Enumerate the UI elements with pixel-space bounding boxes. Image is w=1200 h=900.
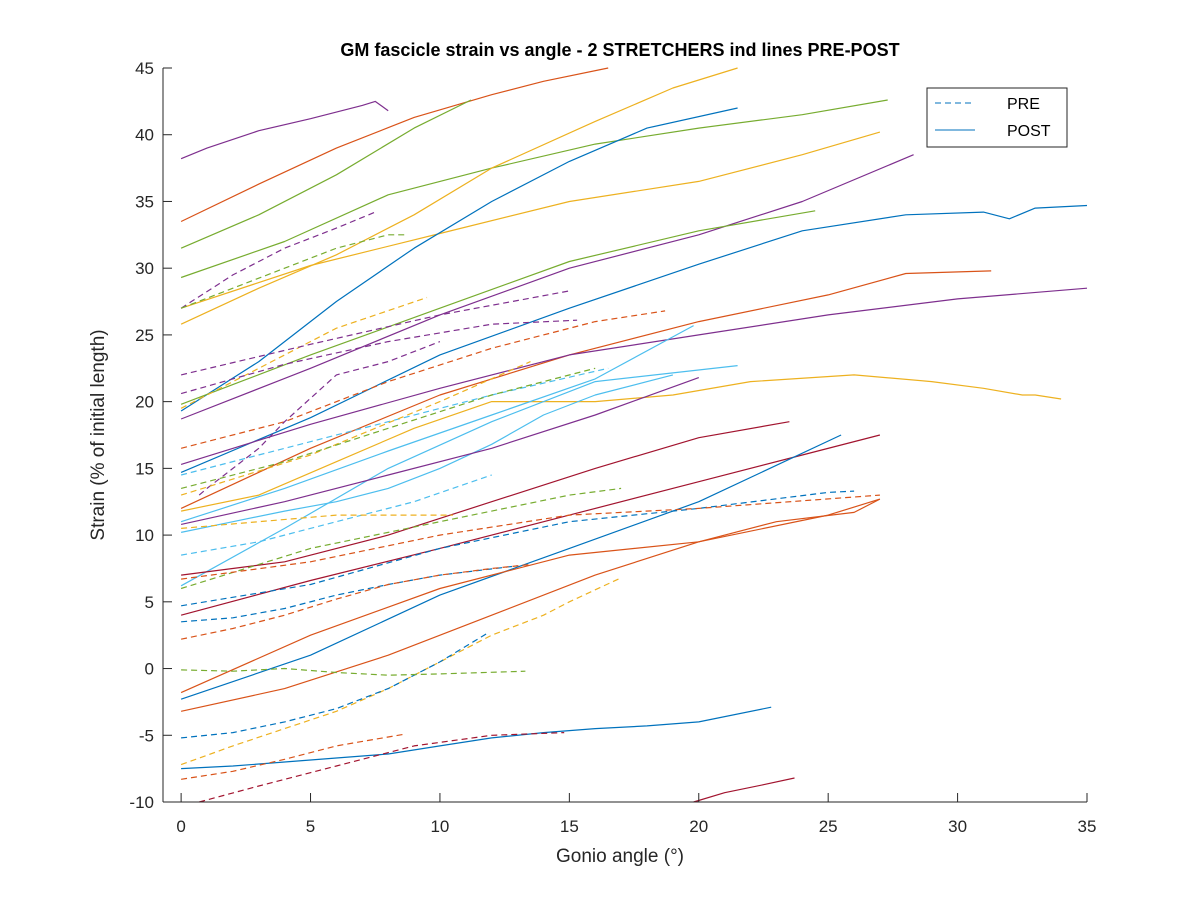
series-line-post-14 <box>180 325 694 523</box>
series-line-post-12 <box>180 287 1088 465</box>
legend-label-post: POST <box>1007 123 1051 140</box>
y-tick-label: 10 <box>135 526 154 545</box>
x-ticks: 0 5 10 15 20 25 30 35 <box>176 793 1096 836</box>
series-line-post-4 <box>180 99 888 279</box>
series-line-pre-42 <box>180 577 622 766</box>
y-tick-label: 45 <box>135 59 154 78</box>
y-tick-label: 40 <box>135 126 154 145</box>
series-line-post-22 <box>180 498 881 712</box>
series-layer <box>180 67 1088 803</box>
series-line-pre-26 <box>180 234 407 309</box>
series-line-post-18 <box>181 421 790 576</box>
y-tick-label: 30 <box>135 259 154 278</box>
x-tick-label: 30 <box>948 817 967 836</box>
series-line-pre-39 <box>181 494 880 580</box>
series-line-pre-34 <box>180 367 596 489</box>
legend: PRE POST <box>926 87 1068 148</box>
x-tick-label: 25 <box>819 817 838 836</box>
series-line-pre-25 <box>180 211 376 309</box>
series-line-post-10 <box>180 204 1088 473</box>
y-tick-label: -5 <box>139 726 154 745</box>
x-tick-label: 35 <box>1078 817 1097 836</box>
axes-layer <box>162 68 1087 803</box>
x-tick-label: 20 <box>689 817 708 836</box>
series-line-pre-33 <box>180 361 531 496</box>
y-tick-label: 20 <box>135 393 154 412</box>
series-line-pre-27 <box>180 296 428 409</box>
series-line-pre-29 <box>180 319 578 395</box>
series-line-post-6 <box>180 131 881 309</box>
series-line-pre-36 <box>181 514 453 529</box>
chart-title: GM fascicle strain vs angle - 2 STRETCHE… <box>340 40 899 60</box>
series-line-post-8 <box>180 154 914 420</box>
x-tick-label: 15 <box>560 817 579 836</box>
series-line-post-1 <box>180 100 389 160</box>
legend-label-pre: PRE <box>1007 96 1040 113</box>
series-line-post-13 <box>180 374 1062 512</box>
series-line-pre-40 <box>181 565 518 623</box>
series-line-pre-31 <box>198 341 441 496</box>
x-tick-label: 10 <box>430 817 449 836</box>
y-tick-label: 0 <box>145 660 154 679</box>
y-axis-label: Strain (% of initial length) <box>88 329 109 540</box>
y-ticks: -10 -5 0 5 10 15 20 25 30 35 40 45 <box>129 59 172 812</box>
series-line-pre-46 <box>199 732 565 803</box>
series-line-pre-45 <box>181 733 407 780</box>
series-line-post-3 <box>180 99 472 249</box>
series-line-post-5 <box>180 67 738 325</box>
series-line-post-2 <box>180 67 609 223</box>
series-line-post-15 <box>180 365 738 587</box>
series-line-pre-30 <box>180 310 666 449</box>
x-axis-label: Gonio angle (°) <box>556 846 684 867</box>
y-tick-label: 35 <box>135 192 154 211</box>
series-line-post-17 <box>180 377 700 525</box>
legend-box <box>926 87 1068 148</box>
series-line-pre-37 <box>180 487 622 590</box>
series-line-post-23 <box>181 706 772 770</box>
series-line-post-24 <box>693 777 795 803</box>
plot-area <box>163 68 1087 802</box>
series-line-pre-43 <box>181 633 487 739</box>
x-tick-label: 5 <box>306 817 315 836</box>
series-line-pre-32 <box>180 367 609 476</box>
y-tick-label: -10 <box>129 793 154 812</box>
x-tick-label: 0 <box>176 817 185 836</box>
series-line-pre-44 <box>181 667 526 676</box>
series-line-pre-38 <box>181 490 855 607</box>
series-line-post-16 <box>180 374 674 533</box>
series-line-post-11 <box>180 270 992 509</box>
series-line-pre-28 <box>180 290 570 376</box>
series-line-pre-35 <box>180 474 492 556</box>
y-tick-label: 25 <box>135 326 154 345</box>
y-tick-label: 15 <box>135 459 154 478</box>
series-line-post-7 <box>180 107 738 412</box>
series-line-pre-41 <box>180 563 531 640</box>
y-tick-label: 5 <box>145 593 154 612</box>
